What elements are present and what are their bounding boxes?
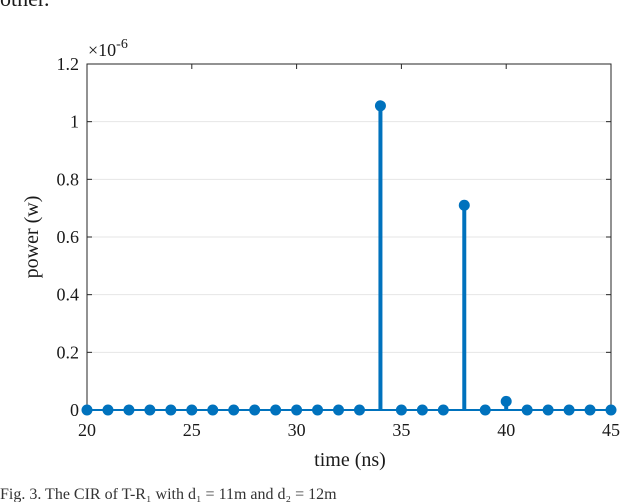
preceding-text: other.: [0, 0, 50, 12]
x-tick-label: 40: [497, 420, 515, 440]
tick-labels: 20 25 30 35 40 45 0 0.2 0.4 0.6 0.8 1 1.2: [57, 54, 620, 440]
stem-marker: [458, 199, 470, 211]
y-tick-label: 0: [70, 400, 79, 420]
stem-series: [81, 100, 617, 416]
stem-marker: [500, 395, 512, 407]
x-tick-label: 35: [392, 420, 410, 440]
y-tick-label: 0.4: [57, 285, 80, 305]
y-exponent-label: ×10-6: [88, 37, 128, 60]
grid-lines: [87, 121, 611, 353]
x-axis-label: time (ns): [314, 449, 386, 471]
y-tick-label: 0.8: [57, 169, 80, 189]
y-tick-label: 1.2: [57, 54, 80, 74]
y-tick-label: 1: [70, 112, 79, 132]
x-tick-label: 20: [78, 420, 96, 440]
x-tick-label: 25: [183, 420, 201, 440]
stem-chart: 20 25 30 35 40 45 0 0.2 0.4 0.6 0.8 1 1.2 ×10-6 time…: [21, 37, 620, 471]
y-tick-label: 0.6: [57, 227, 80, 247]
figure-caption: Fig. 3. The CIR of T-R₁ with d₁ = 11m an…: [0, 486, 337, 502]
x-tick-label: 30: [288, 420, 306, 440]
stem-marker: [374, 100, 386, 112]
y-exponent-power: -6: [116, 37, 128, 52]
y-tick-label: 0.2: [57, 342, 80, 362]
x-tick-label: 45: [602, 420, 620, 440]
y-axis-label: power (w): [21, 196, 43, 279]
